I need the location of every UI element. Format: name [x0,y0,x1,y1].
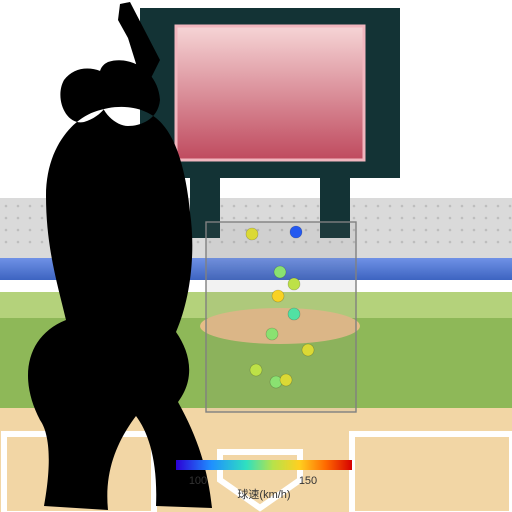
pitch-marker [274,266,286,278]
colorbar-label: 球速(km/h) [237,487,290,501]
pitch-marker [288,278,300,290]
speed-colorbar [176,460,352,470]
pitch-marker [250,364,262,376]
colorbar-tick: 100 [189,475,207,487]
pitch-marker [246,228,258,240]
pitch-marker [288,308,300,320]
pitch-marker [302,344,314,356]
pitch-marker [290,226,302,238]
pitch-marker [272,290,284,302]
pitch-marker [280,374,292,386]
pitch-marker [266,328,278,340]
colorbar-tick: 150 [299,475,317,487]
pitch-location-chart: 100 150 球速(km/h) [0,0,512,512]
